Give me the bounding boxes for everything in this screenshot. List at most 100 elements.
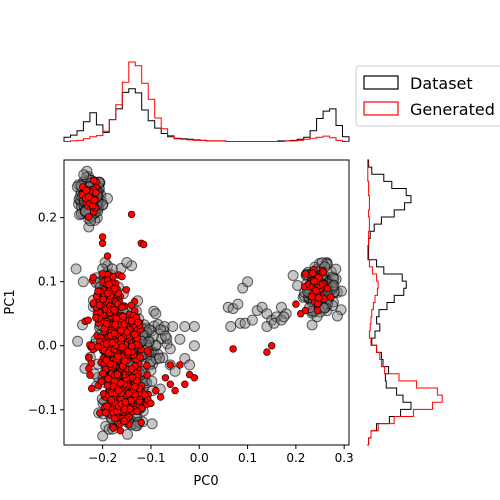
point-generated xyxy=(114,386,123,395)
point-dataset xyxy=(225,321,237,332)
point-dataset xyxy=(70,263,82,275)
point-dataset xyxy=(179,321,191,332)
right-hist-generated xyxy=(367,159,443,446)
point-generated xyxy=(109,273,117,281)
point-generated xyxy=(110,284,119,293)
legend: Dataset Generated xyxy=(355,65,500,127)
point-generated xyxy=(113,370,122,378)
point-generated xyxy=(84,193,93,201)
point-dataset xyxy=(97,430,109,442)
point-generated xyxy=(143,347,152,355)
point-generated xyxy=(114,352,122,361)
point-generated xyxy=(116,427,125,435)
legend-swatch-dataset xyxy=(363,75,399,90)
point-generated xyxy=(110,329,119,338)
point-dataset xyxy=(122,428,133,440)
point-generated xyxy=(110,306,118,314)
point-generated xyxy=(105,280,113,288)
point-generated xyxy=(110,414,119,423)
point-generated xyxy=(292,300,300,308)
point-generated xyxy=(84,316,92,324)
point-generated xyxy=(103,320,111,328)
point-generated xyxy=(136,353,144,361)
point-dataset xyxy=(174,333,186,345)
point-generated xyxy=(310,277,318,285)
point-generated xyxy=(312,287,320,295)
point-generated xyxy=(87,384,96,393)
point-generated xyxy=(122,286,131,294)
y-axis-label: PC1 xyxy=(3,289,18,314)
point-generated xyxy=(94,343,102,351)
point-generated xyxy=(131,383,139,391)
point-generated xyxy=(127,317,136,325)
y-tick-label: 0.2 xyxy=(38,211,57,225)
point-generated xyxy=(112,314,120,323)
point-generated xyxy=(120,417,129,425)
point-dataset xyxy=(146,375,158,387)
x-axis-ticks: −0.2 −0.1 0.0 0.1 0.2 0.3 xyxy=(88,445,354,465)
point-generated xyxy=(323,284,332,293)
point-generated xyxy=(118,303,126,311)
point-generated xyxy=(125,390,133,398)
point-generated xyxy=(104,349,113,357)
point-generated xyxy=(104,375,113,383)
point-generated xyxy=(124,348,132,356)
point-dataset xyxy=(246,314,258,326)
point-generated xyxy=(137,418,146,427)
point-generated xyxy=(127,301,136,309)
main-scatter-plot: −0.2 −0.1 0.0 0.1 0.2 0.3 −0.1 0.0 0.1 0.2 PC0 P… xyxy=(3,159,354,489)
point-dataset xyxy=(169,365,181,377)
x-axis-label: PC0 xyxy=(193,474,218,489)
point-generated xyxy=(319,268,327,276)
point-generated xyxy=(119,312,127,321)
point-generated xyxy=(82,186,91,195)
point-generated xyxy=(301,306,310,315)
point-generated xyxy=(161,374,170,382)
point-dataset xyxy=(232,298,244,310)
point-generated xyxy=(85,364,93,373)
point-dataset xyxy=(306,319,318,331)
point-generated xyxy=(147,399,155,408)
point-generated xyxy=(131,330,139,339)
plot-frame xyxy=(63,159,350,446)
right-marginal-histogram xyxy=(367,159,443,446)
point-generated xyxy=(85,213,93,221)
point-generated xyxy=(117,379,125,387)
point-generated xyxy=(118,272,126,281)
point-generated xyxy=(171,386,179,395)
point-generated xyxy=(95,301,104,309)
legend-label-generated: Generated xyxy=(410,100,495,119)
point-generated xyxy=(103,252,112,260)
point-generated xyxy=(309,269,317,277)
point-generated xyxy=(140,240,148,249)
point-generated xyxy=(92,189,100,197)
point-generated xyxy=(143,361,151,370)
point-generated xyxy=(111,321,120,329)
point-generated xyxy=(143,371,151,379)
point-generated xyxy=(103,402,111,410)
point-generated xyxy=(315,294,323,302)
point-dataset xyxy=(242,276,254,288)
point-generated xyxy=(99,369,107,378)
point-dataset xyxy=(159,330,171,342)
point-generated xyxy=(156,393,165,401)
point-generated xyxy=(90,176,98,185)
point-generated xyxy=(152,386,160,395)
point-generated xyxy=(127,365,136,373)
point-generated xyxy=(98,233,107,241)
right-hist-dataset xyxy=(367,159,412,446)
point-generated xyxy=(107,396,116,404)
point-generated xyxy=(176,361,184,369)
x-tick-label: 0.3 xyxy=(335,451,354,465)
x-tick-label: 0.0 xyxy=(190,451,209,465)
point-dataset xyxy=(184,359,196,371)
point-generated xyxy=(88,342,96,350)
y-tick-label: 0.1 xyxy=(38,275,57,289)
point-dataset xyxy=(278,311,290,323)
scatter-points xyxy=(70,165,347,442)
legend-swatch-generated xyxy=(363,101,399,116)
x-tick-label: −0.2 xyxy=(88,451,117,465)
point-generated xyxy=(263,348,271,356)
point-generated xyxy=(94,287,102,295)
